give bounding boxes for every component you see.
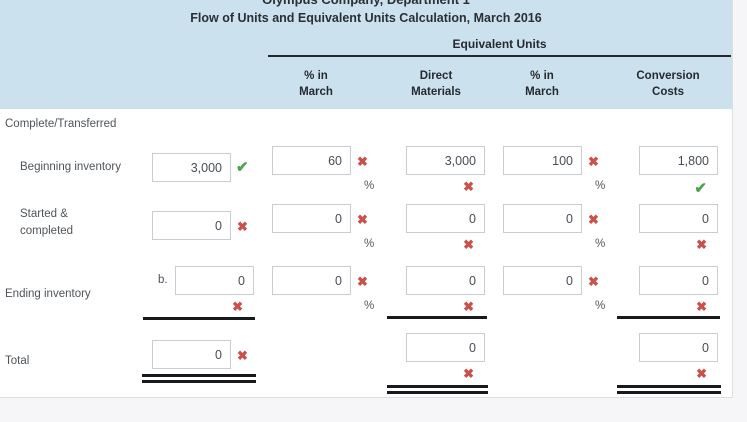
column-header-line: Conversion — [636, 70, 700, 82]
percent-label: % — [364, 238, 375, 250]
percent-label: % — [595, 300, 606, 312]
ending-units-cell: b. ✖ — [158, 266, 254, 314]
row-label-line: completed — [20, 225, 74, 237]
ending-pct-conversion-input[interactable] — [503, 266, 582, 295]
row-prefix-label: b. — [158, 274, 168, 286]
row-label-started-completed: Started & completed — [20, 206, 73, 240]
beginning-conversion-cell: ✔ — [639, 146, 718, 197]
row-label-beginning-inventory: Beginning inventory — [20, 161, 122, 173]
total-units-input[interactable] — [152, 340, 231, 369]
worksheet-header: Olympus Company, Department 1 Flow of Un… — [0, 0, 732, 109]
beginning-pct-conversion-cell: ✖ % — [503, 146, 605, 192]
beginning-pct-conversion-input[interactable] — [503, 146, 582, 175]
started-units-input[interactable] — [152, 211, 231, 240]
ending-conversion-input[interactable] — [639, 266, 718, 295]
column-header-pct-conversion: % in March — [492, 68, 592, 100]
column-header-line: March — [525, 86, 559, 98]
column-header-conversion-costs: Conversion Costs — [618, 68, 718, 100]
started-materials-cell: ✖ — [406, 204, 485, 252]
percent-label: % — [364, 180, 375, 192]
correct-icon: ✔ — [236, 159, 249, 176]
correct-icon: ✔ — [694, 180, 707, 197]
incorrect-icon: ✖ — [588, 154, 599, 169]
incorrect-icon: ✖ — [696, 299, 707, 314]
column-header-line: March — [299, 86, 333, 98]
started-pct-materials-cell: ✖ % — [272, 204, 374, 250]
total-double-rule-conversion — [617, 385, 721, 394]
started-pct-conversion-cell: ✖ % — [503, 204, 605, 250]
total-double-rule-units — [142, 374, 256, 383]
ending-pct-materials-input[interactable] — [272, 266, 351, 295]
incorrect-icon: ✖ — [237, 348, 248, 363]
incorrect-icon: ✖ — [357, 212, 368, 227]
beginning-materials-input[interactable] — [406, 146, 485, 175]
beginning-pct-materials-input[interactable] — [272, 146, 351, 175]
percent-label: % — [595, 180, 606, 192]
ending-materials-input[interactable] — [406, 266, 485, 295]
total-conversion-cell: ✖ — [639, 333, 718, 381]
ending-conversion-cell: ✖ — [639, 266, 718, 314]
incorrect-icon: ✖ — [357, 154, 368, 169]
beginning-units-cell: ✔ — [152, 153, 249, 182]
incorrect-icon: ✖ — [696, 237, 707, 252]
total-conversion-input[interactable] — [639, 333, 718, 362]
total-materials-cell: ✖ — [406, 333, 485, 381]
total-double-rule-materials — [387, 385, 488, 394]
subtotal-rule-materials — [387, 316, 487, 319]
ending-pct-conversion-cell: ✖ % — [503, 266, 605, 312]
column-header-line: Direct — [419, 70, 453, 82]
column-header-line: % in — [304, 70, 328, 82]
subtotal-rule-units — [143, 317, 255, 320]
beginning-materials-cell: ✖ — [406, 146, 485, 194]
beginning-units-input[interactable] — [152, 153, 231, 182]
ending-materials-cell: ✖ — [406, 266, 485, 314]
incorrect-icon: ✖ — [588, 212, 599, 227]
incorrect-icon: ✖ — [463, 366, 474, 381]
section-label-complete-transferred: Complete/Transferred — [5, 118, 117, 130]
ending-units-input[interactable] — [175, 266, 254, 295]
subtotal-rule-conversion — [617, 316, 720, 319]
incorrect-icon: ✖ — [237, 219, 248, 234]
equivalent-units-underline — [268, 55, 731, 57]
incorrect-icon: ✖ — [463, 299, 474, 314]
incorrect-icon: ✖ — [357, 274, 368, 289]
row-label-line: Started & — [20, 208, 68, 220]
company-title: Olympus Company, Department 1 — [0, 0, 732, 8]
started-conversion-cell: ✖ — [639, 204, 718, 252]
total-materials-input[interactable] — [406, 333, 485, 362]
column-header-line: Materials — [411, 86, 461, 98]
column-header-line: Costs — [652, 86, 684, 98]
incorrect-icon: ✖ — [232, 299, 243, 314]
percent-label: % — [364, 300, 375, 312]
worksheet-title: Flow of Units and Equivalent Units Calcu… — [190, 11, 542, 25]
started-conversion-input[interactable] — [639, 204, 718, 233]
beginning-pct-materials-cell: ✖ % — [272, 146, 374, 192]
column-header-pct-materials: % in March — [266, 68, 366, 100]
incorrect-icon: ✖ — [696, 366, 707, 381]
percent-label: % — [595, 238, 606, 250]
column-header-line: % in — [530, 70, 554, 82]
beginning-conversion-input[interactable] — [639, 146, 718, 175]
started-units-cell: ✖ — [152, 211, 248, 240]
incorrect-icon: ✖ — [463, 237, 474, 252]
total-units-cell: ✖ — [152, 340, 248, 369]
column-header-direct-materials: Direct Materials — [386, 68, 486, 100]
incorrect-icon: ✖ — [463, 179, 474, 194]
row-label-total: Total — [5, 355, 30, 367]
started-materials-input[interactable] — [406, 204, 485, 233]
equivalent-units-group-header: Equivalent Units — [452, 37, 547, 51]
incorrect-icon: ✖ — [588, 274, 599, 289]
ending-pct-materials-cell: ✖ % — [272, 266, 374, 312]
started-pct-materials-input[interactable] — [272, 204, 351, 233]
worksheet-panel: Olympus Company, Department 1 Flow of Un… — [0, 0, 733, 398]
row-label-ending-inventory: Ending inventory — [5, 288, 91, 300]
started-pct-conversion-input[interactable] — [503, 204, 582, 233]
